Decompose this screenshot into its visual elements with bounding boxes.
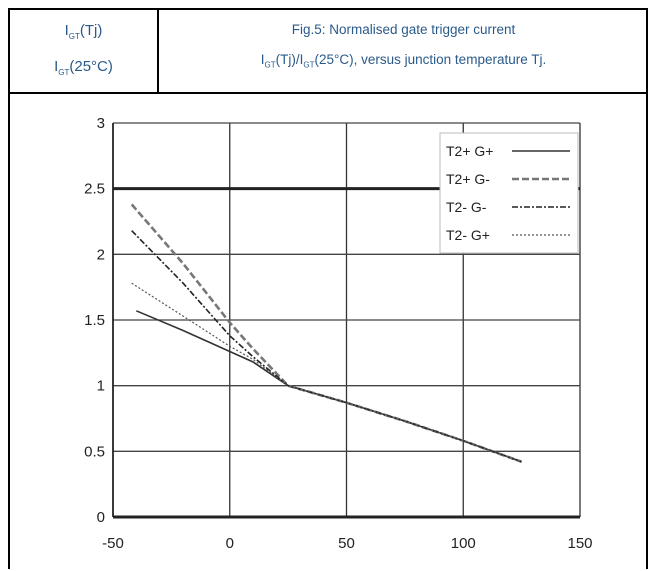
series-line	[130, 203, 523, 464]
title-sub2: GT	[303, 60, 315, 70]
x-tick-label: 100	[451, 535, 476, 552]
series-line	[131, 230, 522, 463]
y-caption-denominator: IGT(25°C)	[10, 58, 157, 77]
x-tick-label: 150	[567, 535, 592, 552]
legend-label: T2+ G+	[446, 143, 493, 159]
x-tick-label: 0	[226, 535, 234, 552]
y-tick-label: 2.5	[84, 181, 105, 198]
x-tick-label: 50	[338, 535, 355, 552]
title-rest: (25°C), versus junction temperature Tj.	[314, 52, 547, 67]
title-sub1: GT	[264, 60, 276, 70]
x-tick-label: -50	[102, 535, 124, 552]
y-tick-label: 0	[97, 509, 105, 526]
y-tick-label: 3	[97, 115, 105, 132]
y-caption-i2: I	[54, 58, 59, 75]
figure-title: Fig.5: Normalised gate trigger current I…	[161, 10, 646, 92]
y-caption-sub: GT	[68, 32, 80, 41]
y-caption-numerator: IGT(Tj)	[10, 22, 157, 41]
legend-label: T2+ G-	[446, 171, 490, 187]
y-caption-sub2: GT	[58, 68, 70, 77]
title-line-2: IGT(Tj)/IGT(25°C), versus junction tempe…	[161, 52, 646, 70]
y-axis-caption: IGT(Tj) IGT(25°C)	[10, 10, 159, 92]
title-line-1: Fig.5: Normalised gate trigger current	[291, 22, 516, 37]
legend-box	[439, 132, 579, 254]
y-caption-i: I	[64, 22, 69, 39]
y-tick-label: 1	[97, 378, 105, 395]
y-tick-label: 0.5	[84, 443, 105, 460]
figure-header: IGT(Tj) IGT(25°C) Fig.5: Normalised gate…	[10, 10, 646, 94]
title-tj-over-i: (Tj)/I	[275, 52, 304, 67]
y-tick-label: 2	[97, 246, 105, 263]
legend-label: T2- G-	[446, 199, 487, 215]
title-i: I	[260, 52, 265, 67]
y-caption-25c: (25°C)	[69, 58, 113, 75]
legend-label: T2- G+	[446, 227, 490, 243]
figure-frame: IGT(Tj) IGT(25°C) Fig.5: Normalised gate…	[8, 8, 648, 569]
y-caption-tj: (Tj)	[79, 22, 103, 39]
y-tick-label: 1.5	[84, 312, 105, 329]
